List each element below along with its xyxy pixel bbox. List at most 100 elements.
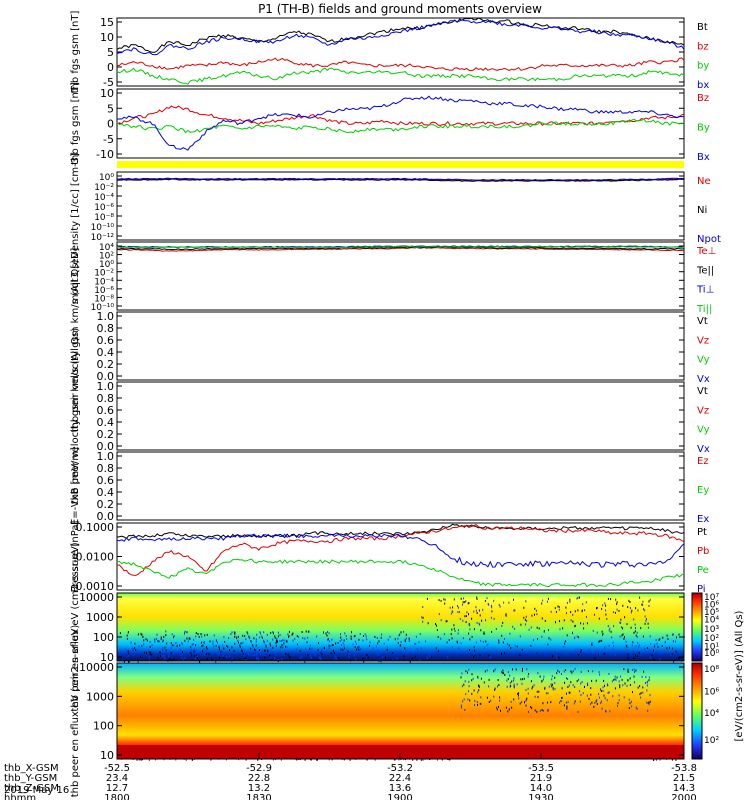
legend-Vt: Vt [697, 386, 708, 397]
noise-dot [523, 616, 525, 619]
panel-8: 10000 1000 100 10 thb peir en eflux eV (cm2-… [70, 542, 685, 712]
noise-dot [378, 650, 380, 652]
noise-dot [223, 647, 225, 650]
noise-dot [537, 672, 539, 675]
series-line-Bt [116, 17, 685, 53]
noise-dot [555, 610, 557, 613]
noise-dot [328, 632, 330, 635]
noise-dot [637, 686, 639, 689]
noise-dot [563, 619, 565, 622]
noise-dot [623, 637, 625, 640]
noise-dot [612, 641, 614, 644]
noise-dot [275, 644, 277, 647]
noise-dot [420, 647, 422, 650]
noise-dot [592, 629, 594, 632]
noise-dot [252, 644, 254, 647]
legend-Pe: Pe [697, 565, 709, 576]
noise-dot [626, 684, 628, 687]
noise-dot [296, 635, 298, 638]
noise-dot [482, 608, 484, 611]
noise-dot [576, 597, 578, 600]
noise-dot [302, 637, 304, 640]
noise-dot [561, 697, 563, 699]
noise-dot [480, 677, 482, 680]
noise-dot [648, 605, 650, 607]
noise-dot [505, 614, 507, 617]
noise-dot [132, 647, 134, 650]
noise-dot [653, 658, 655, 661]
noise-dot [223, 657, 225, 659]
noise-dot [647, 626, 649, 629]
noise-dot [304, 647, 306, 650]
y-tick-label: 1.0 [97, 380, 115, 393]
orbit-value: -52.9 [246, 763, 272, 774]
noise-dot [621, 634, 623, 637]
noise-dot [578, 636, 580, 639]
y-tick-label: 0.6 [97, 334, 115, 347]
noise-dot [190, 646, 192, 649]
noise-dot [580, 670, 582, 673]
noise-dot [548, 685, 550, 688]
orbit-value: 13.6 [389, 783, 411, 794]
noise-dot [271, 658, 273, 661]
noise-dot [296, 648, 298, 651]
noise-dot [351, 631, 352, 634]
noise-dot [563, 670, 565, 673]
noise-dot [264, 655, 266, 657]
noise-dot [486, 669, 488, 672]
noise-dot [596, 699, 598, 702]
noise-dot [282, 639, 284, 642]
noise-dot [367, 656, 369, 659]
noise-dot [541, 709, 543, 711]
noise-dot [497, 685, 498, 688]
noise-dot [164, 657, 166, 660]
noise-dot [404, 647, 406, 650]
noise-dot [538, 690, 540, 693]
noise-dot [422, 606, 424, 608]
noise-dot [510, 684, 512, 687]
noise-dot [378, 640, 380, 643]
noise-dot [426, 597, 428, 600]
noise-dot [600, 702, 602, 705]
noise-dot [577, 609, 579, 612]
noise-dot [382, 656, 384, 659]
noise-dot [473, 646, 475, 649]
noise-dot [344, 632, 346, 635]
noise-dot [580, 622, 582, 625]
noise-dot [629, 601, 631, 603]
noise-dot [566, 634, 568, 637]
noise-dot [566, 705, 568, 708]
noise-dot [607, 597, 609, 600]
noise-dot [244, 635, 246, 638]
noise-dot [522, 678, 523, 681]
noise-dot [158, 640, 160, 643]
noise-dot [350, 637, 352, 640]
colorbar-electron [691, 662, 703, 760]
y-tick-label: 0.8 [97, 392, 115, 405]
noise-dot [640, 653, 642, 656]
noise-dot [471, 650, 473, 652]
noise-dot [644, 615, 646, 618]
noise-dot [267, 650, 269, 652]
noise-dot [435, 647, 437, 650]
panel-9: 10000 1000 100 10 thb peer en eflux eV (cm2-… [70, 625, 685, 797]
orbit-value: -53.2 [387, 763, 413, 774]
noise-dot [528, 672, 530, 675]
noise-dot [558, 656, 560, 659]
noise-dot [485, 619, 486, 622]
noise-dot [415, 635, 417, 638]
noise-dot [246, 631, 248, 634]
noise-dot [535, 652, 537, 655]
noise-dot [486, 696, 488, 699]
noise-dot [399, 633, 401, 636]
noise-dot [547, 692, 549, 695]
noise-dot [490, 604, 492, 607]
noise-dot [633, 657, 635, 659]
noise-dot [547, 709, 549, 712]
noise-dot [472, 677, 474, 680]
noise-dot [565, 701, 567, 704]
noise-dot [137, 633, 139, 636]
noise-dot [652, 649, 654, 652]
noise-dot [151, 644, 153, 647]
legend-Ey: Ey [697, 485, 709, 496]
